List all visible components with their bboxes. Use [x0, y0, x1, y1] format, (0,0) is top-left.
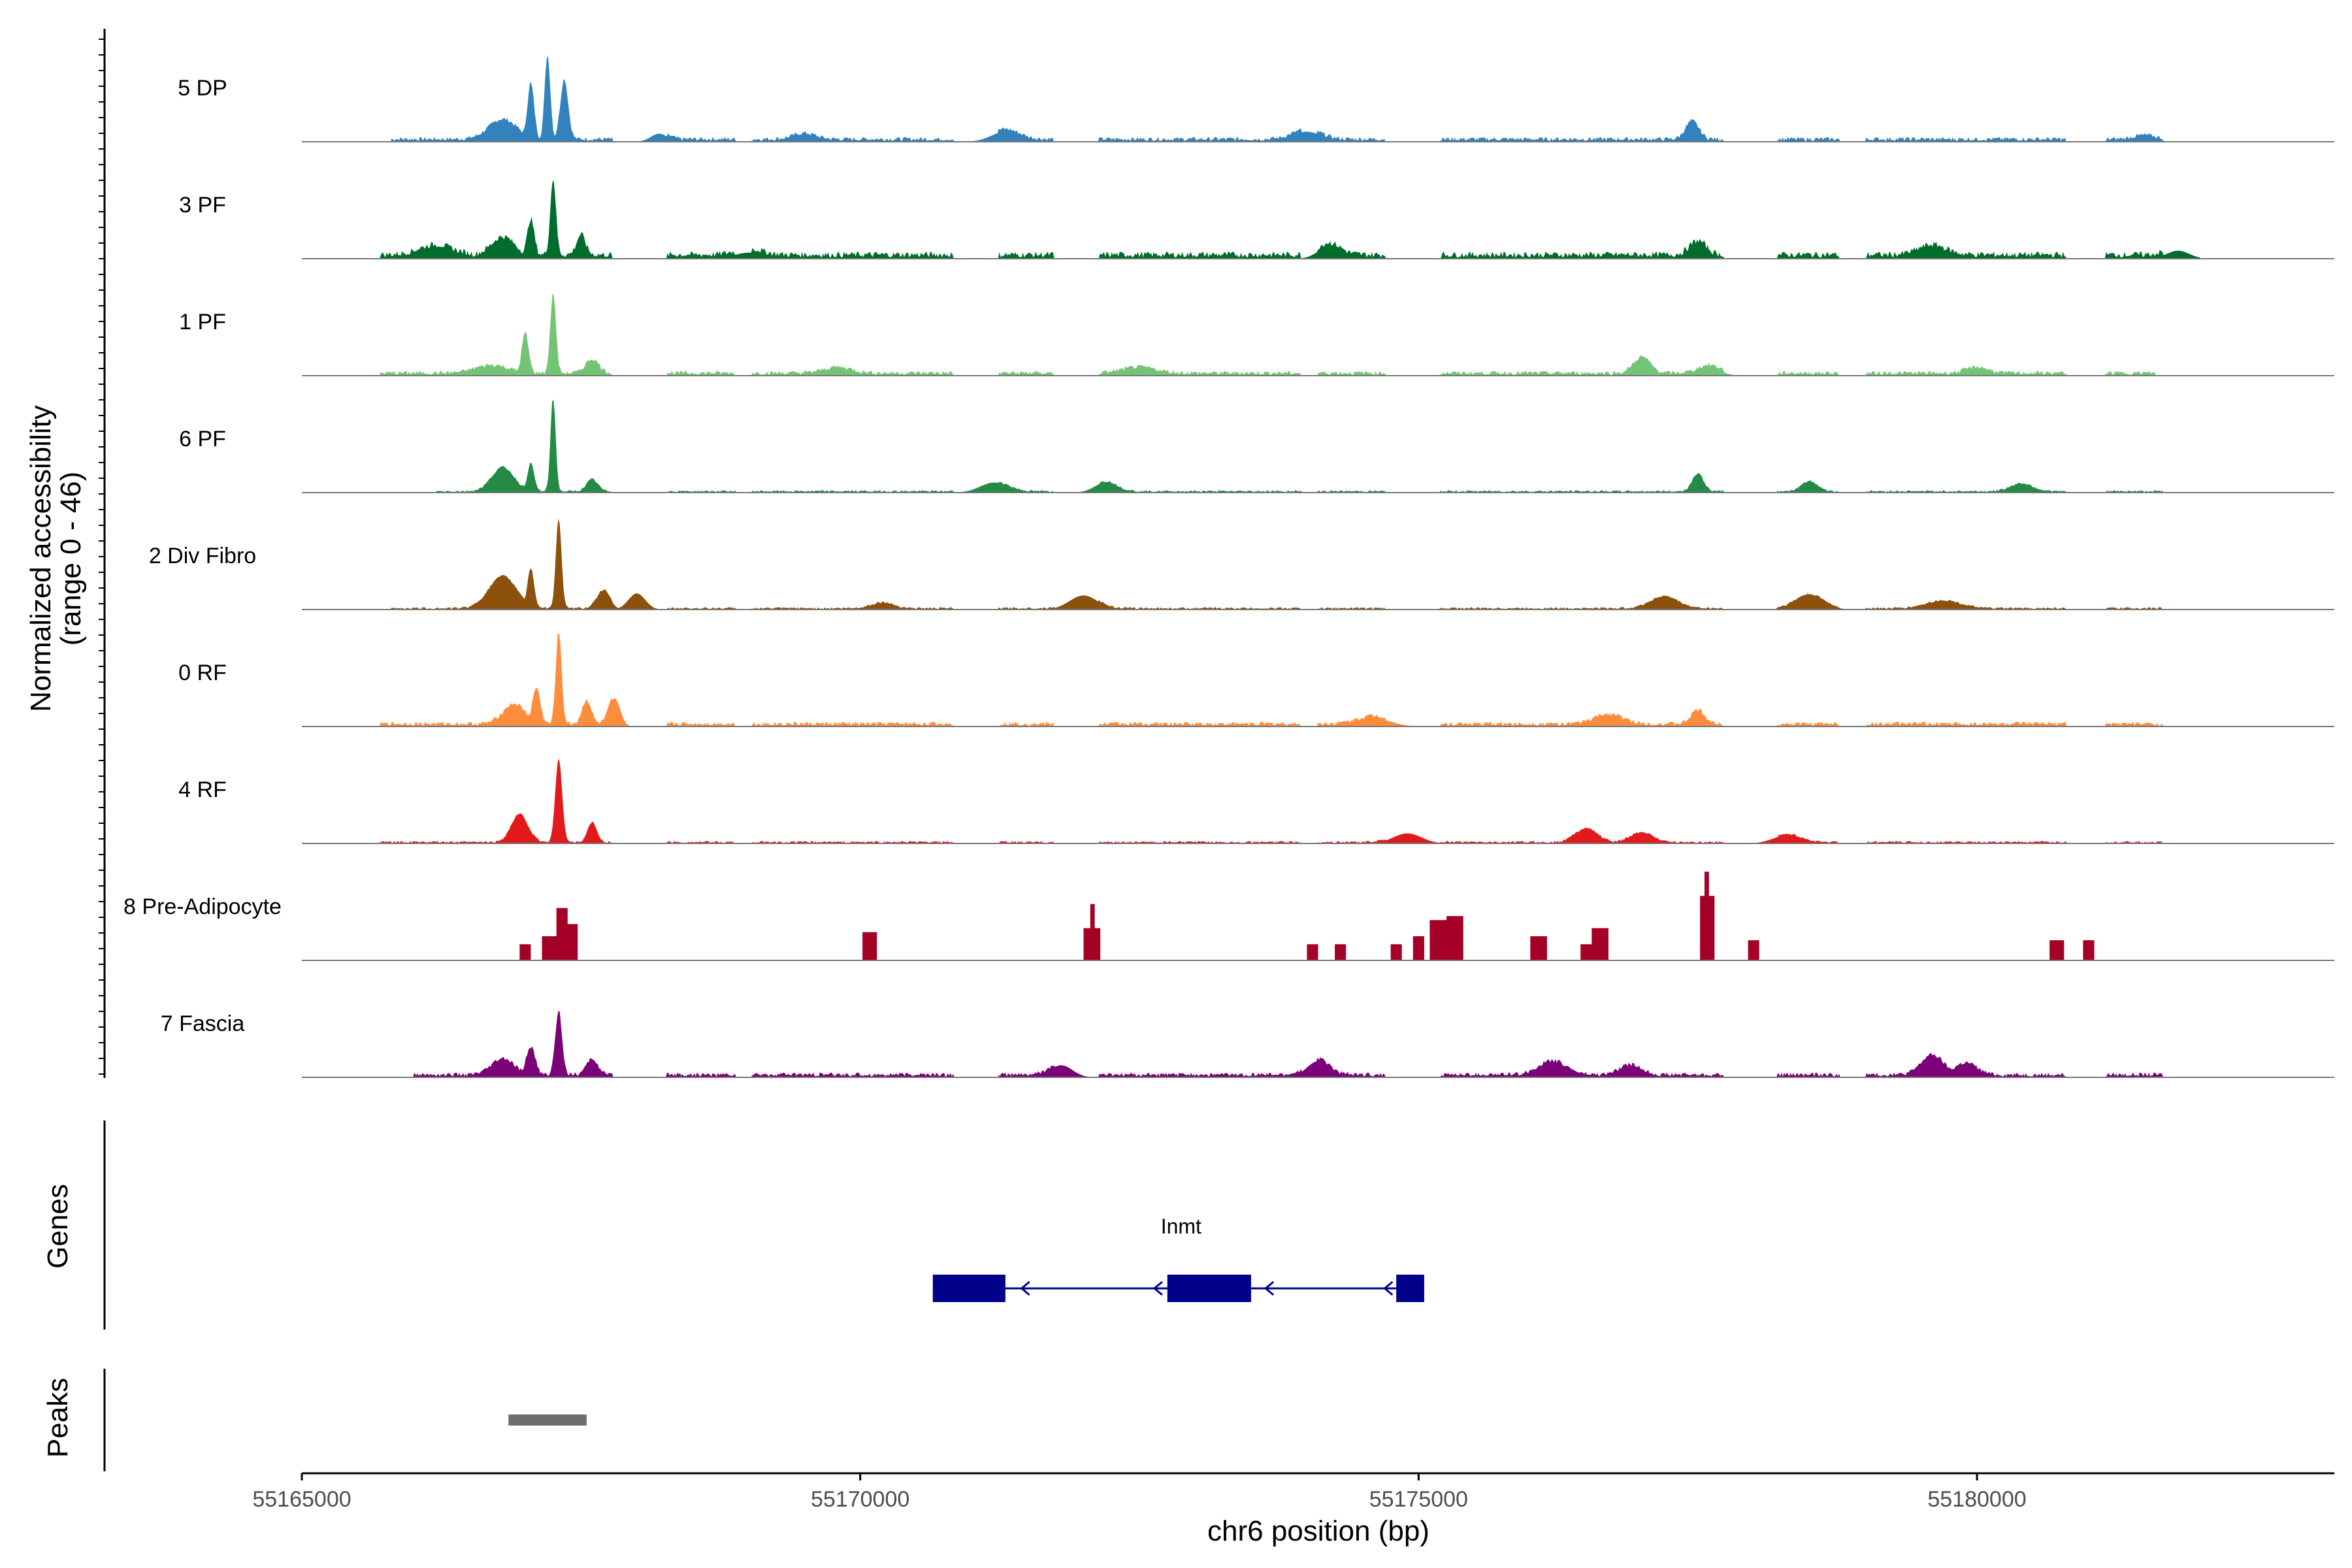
- x-axis-title: chr6 position (bp): [1207, 1515, 1429, 1547]
- gene-label: Inmt: [1161, 1215, 1201, 1238]
- track-label: 8 Pre-Adipocyte: [123, 894, 282, 919]
- track-area-1-pf: [380, 293, 2156, 376]
- genes-panel: Inmt: [932, 1215, 1424, 1302]
- track-4-rf: 4 RF: [178, 759, 2334, 844]
- track-area-7-fascia: [413, 1010, 2189, 1077]
- y-axis: [99, 29, 106, 1471]
- gene-exon: [1396, 1275, 1424, 1302]
- track-6-pf: 6 PF: [179, 400, 2334, 493]
- track-label: 5 DP: [178, 76, 227, 101]
- gene-exon: [932, 1275, 1005, 1302]
- gene-strand-arrow: [1383, 1281, 1394, 1296]
- track-3-pf: 3 PF: [179, 181, 2334, 259]
- track-area-3-pf: [380, 181, 2200, 259]
- gene-exon: [1167, 1275, 1251, 1302]
- gene-strand-arrow: [1152, 1281, 1163, 1296]
- track-area-6-pf: [436, 400, 2200, 493]
- track-label: 7 Fascia: [161, 1011, 245, 1036]
- gene-strand-arrow: [1020, 1281, 1030, 1296]
- y-axis-title: Normalized accessibility: [25, 405, 57, 711]
- x-axis-tick-label: 55180000: [1927, 1487, 2026, 1512]
- peaks-panel: [508, 1414, 587, 1426]
- track-label: 1 PF: [179, 310, 226, 335]
- track-label: 6 PF: [179, 427, 226, 451]
- coverage-tracks: 5 DP 3 PF 1 PF 6 PF 2 Div Fibro 0 RF 4 RF 8 Pre…: [123, 55, 2334, 1078]
- track-label: 2 Div Fibro: [149, 544, 256, 568]
- track-area-2-div-fibro: [391, 518, 2200, 610]
- y-axis-subtitle: (range 0 - 46): [55, 472, 87, 646]
- track-area-8-pre-adipocyte: [519, 872, 2095, 960]
- peaks-panel-title: Peaks: [42, 1378, 74, 1458]
- track-5-dp: 5 DP: [178, 55, 2334, 142]
- track-0-rf: 0 RF: [178, 634, 2334, 727]
- gene-inmt: Inmt: [932, 1215, 1424, 1302]
- track-area-5-dp: [391, 55, 2200, 142]
- x-axis: 55165000 55170000 55175000 55180000: [252, 1472, 2334, 1512]
- track-area-4-rf: [380, 759, 2178, 843]
- x-axis-tick-label: 55165000: [252, 1487, 351, 1512]
- track-area-0-rf: [380, 634, 2178, 727]
- x-axis-tick-label: 55170000: [811, 1487, 909, 1512]
- track-label: 0 RF: [178, 661, 227, 685]
- peak-region: [508, 1414, 587, 1426]
- gene-strand-arrow: [1264, 1281, 1275, 1296]
- track-label: 4 RF: [178, 777, 227, 802]
- genes-panel-title: Genes: [42, 1184, 74, 1269]
- track-8-pre-adipocyte: 8 Pre-Adipocyte: [123, 872, 2334, 961]
- track-label: 3 PF: [179, 193, 226, 218]
- track-2-div-fibro: 2 Div Fibro: [149, 518, 2334, 610]
- track-7-fascia: 7 Fascia: [161, 1010, 2334, 1078]
- track-1-pf: 1 PF: [179, 293, 2334, 376]
- x-axis-tick-label: 55175000: [1369, 1487, 1468, 1512]
